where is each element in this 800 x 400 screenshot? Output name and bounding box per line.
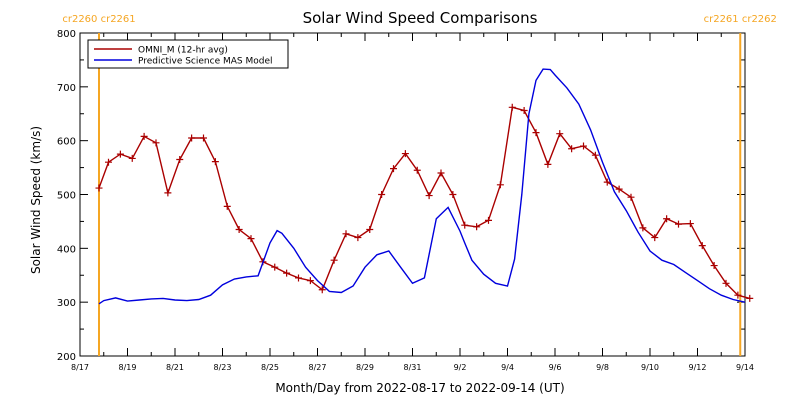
axes: 200 300 400 500 600 700 800 8/17 8/19 8/21 8/23 8/2…: [57, 29, 754, 372]
data-point: [722, 279, 730, 287]
data-point: [437, 169, 445, 177]
y-axis-title: Solar Wind Speed (km/s): [29, 126, 43, 274]
data-point: [591, 151, 599, 159]
y-tick-label: 200: [57, 352, 76, 363]
data-point: [342, 230, 350, 238]
data-point: [485, 216, 492, 224]
x-axis-title: Month/Day from 2022-08-17 to 2022-09-14 …: [275, 381, 564, 395]
x-tick-label: 9/8: [596, 363, 609, 372]
data-point: [544, 160, 552, 168]
data-point: [366, 225, 374, 233]
data-point: [580, 142, 587, 150]
x-tick-label: 9/10: [641, 363, 659, 372]
x-tick-label: 8/27: [309, 363, 327, 372]
plot-frame: [79, 32, 746, 357]
chart-title: Solar Wind Speed Comparisons: [303, 9, 538, 27]
x-tick-label: 9/6: [549, 363, 562, 372]
x-tick-label: 8/21: [166, 363, 184, 372]
data-point: [116, 150, 124, 158]
data-point: [223, 202, 231, 210]
x-tick-label: 9/4: [501, 363, 514, 372]
data-point: [354, 234, 362, 242]
data-point: [401, 150, 409, 158]
legend: OMNI_M (12-hr avg)Predictive Science MAS…: [87, 39, 289, 69]
data-point: [508, 103, 516, 111]
y-tick-label: 600: [57, 137, 76, 148]
x-tick-label: 9/12: [689, 363, 707, 372]
x-tick-label: 8/17: [71, 363, 89, 372]
x-tick-label: 8/23: [214, 363, 232, 372]
carrington-label: cr2261 cr2262: [704, 14, 777, 25]
carrington-markers: cr2260 cr2261 cr2261 cr2262: [62, 14, 777, 356]
data-point: [378, 191, 386, 198]
data-point: [235, 225, 243, 233]
data-point: [746, 294, 754, 302]
data-point: [520, 107, 528, 115]
data-point: [734, 291, 742, 299]
carrington-label: cr2260 cr2261: [62, 14, 135, 25]
x-tick-label: 8/25: [261, 363, 279, 372]
data-point: [283, 269, 291, 277]
data-point: [627, 193, 635, 201]
data-point: [318, 286, 326, 294]
y-tick-label: 300: [57, 298, 76, 309]
data-point: [306, 277, 314, 285]
y-tick-label: 700: [57, 83, 76, 94]
data-point: [675, 220, 682, 228]
data-point: [603, 178, 611, 186]
data-point: [425, 192, 433, 200]
data-point: [651, 234, 659, 242]
data-point: [176, 156, 184, 164]
data-point: [663, 215, 671, 223]
y-tick-label: 400: [57, 244, 76, 255]
data-point: [188, 134, 196, 142]
series-line-1: [98, 106, 750, 300]
x-tick-label: 8/19: [119, 363, 137, 372]
x-tick-label: 9/2: [454, 363, 467, 372]
data-point: [568, 145, 576, 153]
data-point: [686, 220, 694, 228]
data-point: [128, 154, 136, 162]
data-point: [473, 223, 481, 231]
y-tick-label: 500: [57, 191, 76, 202]
x-tick-label: 8/31: [404, 363, 422, 372]
data-point: [140, 132, 148, 140]
data-point: [95, 184, 103, 192]
data-point: [211, 158, 219, 166]
data-point: [271, 263, 279, 271]
data-point: [615, 185, 623, 193]
data-point: [330, 256, 338, 264]
data-point: [200, 134, 207, 142]
y-tick-label: 800: [57, 29, 76, 40]
data-point: [105, 158, 112, 166]
data-point: [461, 221, 469, 229]
data-point: [532, 129, 540, 137]
data-series: [95, 68, 754, 305]
legend-label: Predictive Science MAS Model: [138, 57, 273, 67]
legend-label: OMNI_M (12-hr avg): [138, 46, 228, 56]
data-point: [496, 181, 504, 189]
data-point: [449, 191, 457, 198]
data-point: [247, 235, 255, 243]
x-tick-label: 8/29: [356, 363, 374, 372]
data-point: [164, 189, 172, 197]
x-tick-label: 9/14: [736, 363, 754, 372]
data-point: [152, 139, 160, 147]
data-point: [295, 274, 302, 282]
series-line-2: [98, 68, 746, 305]
data-point: [556, 130, 564, 138]
data-point: [639, 224, 647, 232]
data-point: [710, 262, 718, 270]
data-point: [390, 165, 397, 173]
legend-box: [87, 39, 289, 69]
data-point: [413, 166, 421, 174]
data-point: [698, 242, 706, 250]
